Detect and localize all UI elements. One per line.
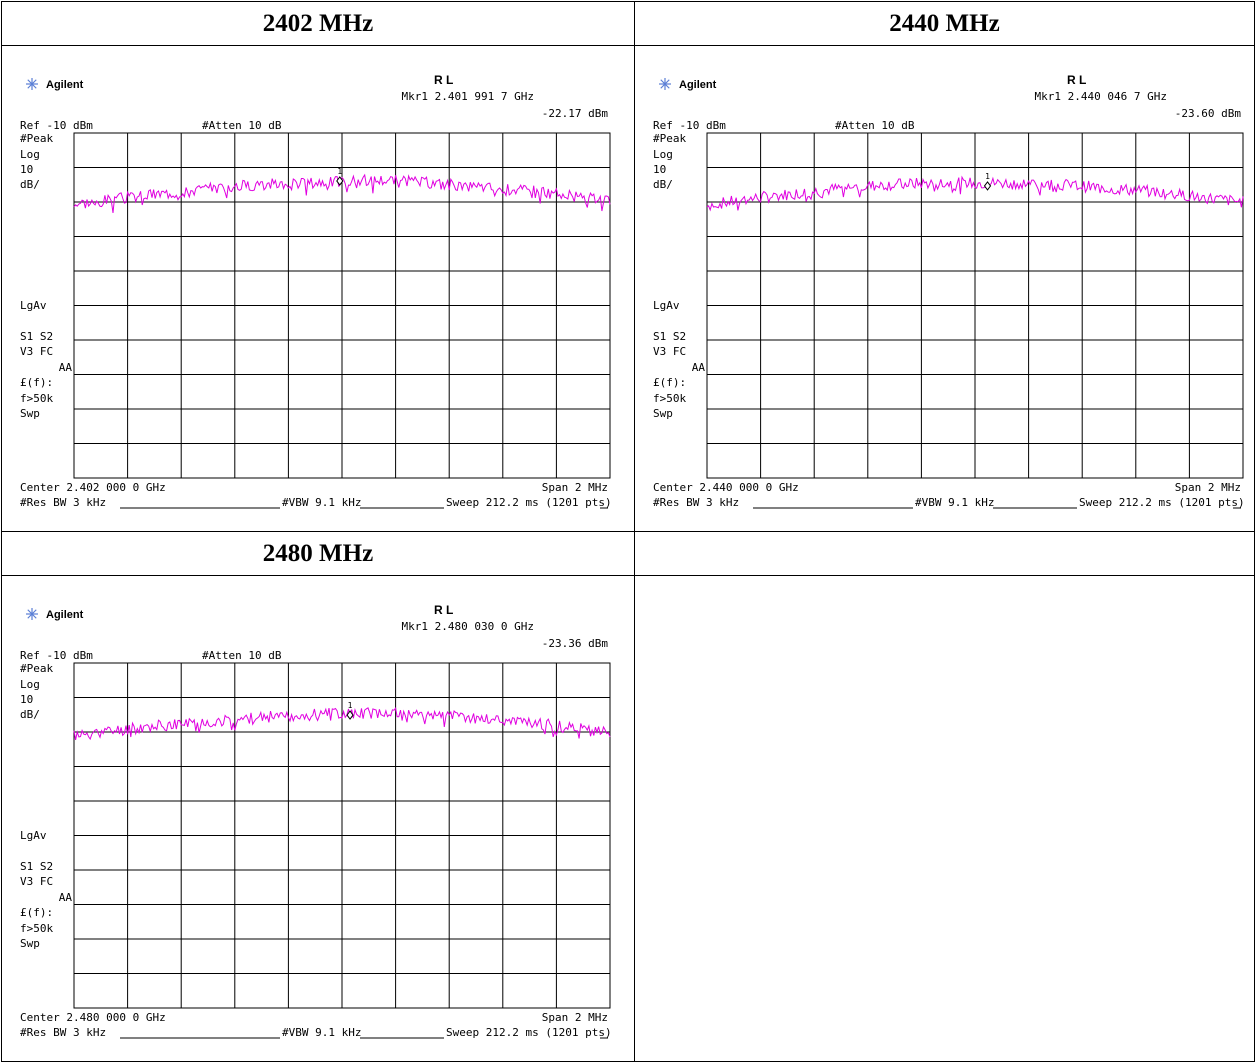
header-2480: 2480 MHz xyxy=(1,531,635,576)
atten-label: #Atten 10 dB xyxy=(202,119,282,132)
ref-level: Ref -10 dBm xyxy=(20,119,93,132)
rbw-label: #Res BW 3 kHz xyxy=(20,496,106,509)
swp-label: Swp xyxy=(20,937,40,950)
marker-freq: Mkr1 2.440 046 7 GHz xyxy=(1035,90,1167,103)
lgav-label: LgAv xyxy=(653,299,680,312)
spectrum-plot: Agilent R L Mkr1 2.440 046 7 GHz -23.60 dBm… xyxy=(653,73,1245,509)
center-freq: Center 2.402 000 0 GHz xyxy=(20,481,166,494)
spectrum-trace xyxy=(73,707,611,741)
sweep-label: Sweep 212.2 ms (1201 pts) xyxy=(446,1026,612,1039)
span-label: Span 2 MHz xyxy=(542,481,608,494)
spectrum-plot: Agilent R L Mkr1 2.401 991 7 GHz -22.17 dBm… xyxy=(20,73,612,509)
marker-diamond-icon xyxy=(336,176,344,186)
agilent-logo-icon xyxy=(26,608,38,620)
mode-label: R L xyxy=(434,73,453,87)
atten-label: #Atten 10 dB xyxy=(202,649,282,662)
scale-label: 10 xyxy=(20,693,33,706)
spectrum-trace xyxy=(73,173,611,213)
scale-label: 10 xyxy=(653,163,666,176)
marker-number: 1 xyxy=(348,701,353,710)
lgav-label: LgAv xyxy=(20,299,47,312)
ref-level: Ref -10 dBm xyxy=(653,119,726,132)
spectrum-plot: Agilent R L Mkr1 2.480 030 0 GHz -23.36 dBm… xyxy=(20,603,612,1039)
agilent-logo-icon xyxy=(659,78,671,90)
brand-label: Agilent xyxy=(46,79,84,91)
scale-label: 10 xyxy=(20,163,33,176)
brand-label: Agilent xyxy=(679,79,717,91)
brand-label: Agilent xyxy=(46,609,84,621)
spectrum-trace xyxy=(706,175,1244,212)
span-label: Span 2 MHz xyxy=(542,1011,608,1024)
vbw-label: #VBW 9.1 kHz xyxy=(282,1026,361,1039)
rbw-label: #Res BW 3 kHz xyxy=(20,1026,106,1039)
f50k-label: f>50k xyxy=(653,392,686,405)
marker-number: 1 xyxy=(985,172,990,181)
marker-level: -23.36 dBm xyxy=(542,637,609,650)
rbw-label: #Res BW 3 kHz xyxy=(653,496,739,509)
v3fc-label: V3 FC xyxy=(20,875,53,888)
v3fc-label: V3 FC xyxy=(653,345,686,358)
s1s2-label: S1 S2 xyxy=(20,860,53,873)
marker-freq: Mkr1 2.401 991 7 GHz xyxy=(402,90,534,103)
peak-label: #Peak xyxy=(653,132,686,145)
marker-freq: Mkr1 2.480 030 0 GHz xyxy=(402,620,534,633)
v3fc-label: V3 FC xyxy=(20,345,53,358)
unit-label: dB/ xyxy=(20,708,40,721)
lgav-label: LgAv xyxy=(20,829,47,842)
peak-label: #Peak xyxy=(20,132,53,145)
ef-label: £(f): xyxy=(653,376,686,389)
aa-label: AA xyxy=(59,361,73,374)
unit-label: dB/ xyxy=(20,178,40,191)
vbw-label: #VBW 9.1 kHz xyxy=(282,496,361,509)
center-freq: Center 2.440 000 0 GHz xyxy=(653,481,799,494)
span-label: Span 2 MHz xyxy=(1175,481,1241,494)
f50k-label: f>50k xyxy=(20,922,53,935)
log-label: Log xyxy=(20,678,40,691)
aa-label: AA xyxy=(59,891,73,904)
swp-label: Swp xyxy=(20,407,40,420)
peak-label: #Peak xyxy=(20,662,53,675)
plot-cell-2440: Agilent R L Mkr1 2.440 046 7 GHz -23.60 dBm… xyxy=(634,45,1255,532)
ef-label: £(f): xyxy=(20,376,53,389)
sweep-label: Sweep 212.2 ms (1201 pts) xyxy=(446,496,612,509)
header-2402: 2402 MHz xyxy=(1,1,635,46)
aa-label: AA xyxy=(692,361,706,374)
plot-cell-2402: Agilent R L Mkr1 2.401 991 7 GHz -22.17 dBm… xyxy=(1,45,635,532)
atten-label: #Atten 10 dB xyxy=(835,119,915,132)
center-freq: Center 2.480 000 0 GHz xyxy=(20,1011,166,1024)
empty-cell xyxy=(634,575,1255,1062)
log-label: Log xyxy=(653,148,673,161)
agilent-logo-icon xyxy=(26,78,38,90)
s1s2-label: S1 S2 xyxy=(653,330,686,343)
marker-level: -22.17 dBm xyxy=(542,107,609,120)
marker-level: -23.60 dBm xyxy=(1175,107,1242,120)
plot-cell-2480: Agilent R L Mkr1 2.480 030 0 GHz -23.36 dBm… xyxy=(1,575,635,1062)
header-empty xyxy=(634,531,1255,576)
s1s2-label: S1 S2 xyxy=(20,330,53,343)
marker-diamond-icon xyxy=(346,710,354,720)
ef-label: £(f): xyxy=(20,906,53,919)
ref-level: Ref -10 dBm xyxy=(20,649,93,662)
unit-label: dB/ xyxy=(653,178,673,191)
log-label: Log xyxy=(20,148,40,161)
vbw-label: #VBW 9.1 kHz xyxy=(915,496,994,509)
mode-label: R L xyxy=(434,603,453,617)
mode-label: R L xyxy=(1067,73,1086,87)
marker-number: 1 xyxy=(337,167,342,176)
header-2440: 2440 MHz xyxy=(634,1,1255,46)
swp-label: Swp xyxy=(653,407,673,420)
marker-diamond-icon xyxy=(983,181,992,191)
f50k-label: f>50k xyxy=(20,392,53,405)
sweep-label: Sweep 212.2 ms (1201 pts) xyxy=(1079,496,1245,509)
